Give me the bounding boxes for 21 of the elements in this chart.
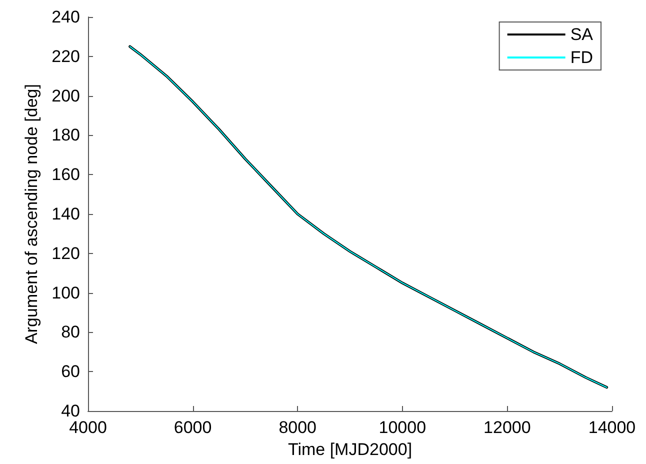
y-tick-label: 120 xyxy=(52,244,80,263)
x-tick-label: 14000 xyxy=(588,418,636,437)
y-tick-label: 240 xyxy=(52,8,80,26)
x-tick-label: 12000 xyxy=(484,418,531,437)
y-tick-label: 160 xyxy=(52,165,80,184)
y-axis-title: Argument of ascending node [deg] xyxy=(22,84,41,344)
legend-label: SA xyxy=(570,25,594,44)
x-axis-title: Time [MJD2000] xyxy=(288,440,412,459)
y-tick-label: 60 xyxy=(61,362,80,382)
y-tick-label: 100 xyxy=(52,283,80,302)
x-tick-label: 8000 xyxy=(278,418,317,437)
y-tick-label: 220 xyxy=(52,46,80,66)
legend-label: FD xyxy=(570,48,593,67)
y-tick-label: 40 xyxy=(61,402,80,420)
y-tick-label: 180 xyxy=(52,126,80,145)
y-tick-label: 140 xyxy=(52,204,80,224)
y-tick-label: 200 xyxy=(52,86,80,106)
x-tick-label: 10000 xyxy=(378,418,426,437)
y-tick-label: 80 xyxy=(61,322,80,342)
x-tick-label: 4000 xyxy=(69,418,107,437)
x-tick-label: 6000 xyxy=(174,418,212,437)
